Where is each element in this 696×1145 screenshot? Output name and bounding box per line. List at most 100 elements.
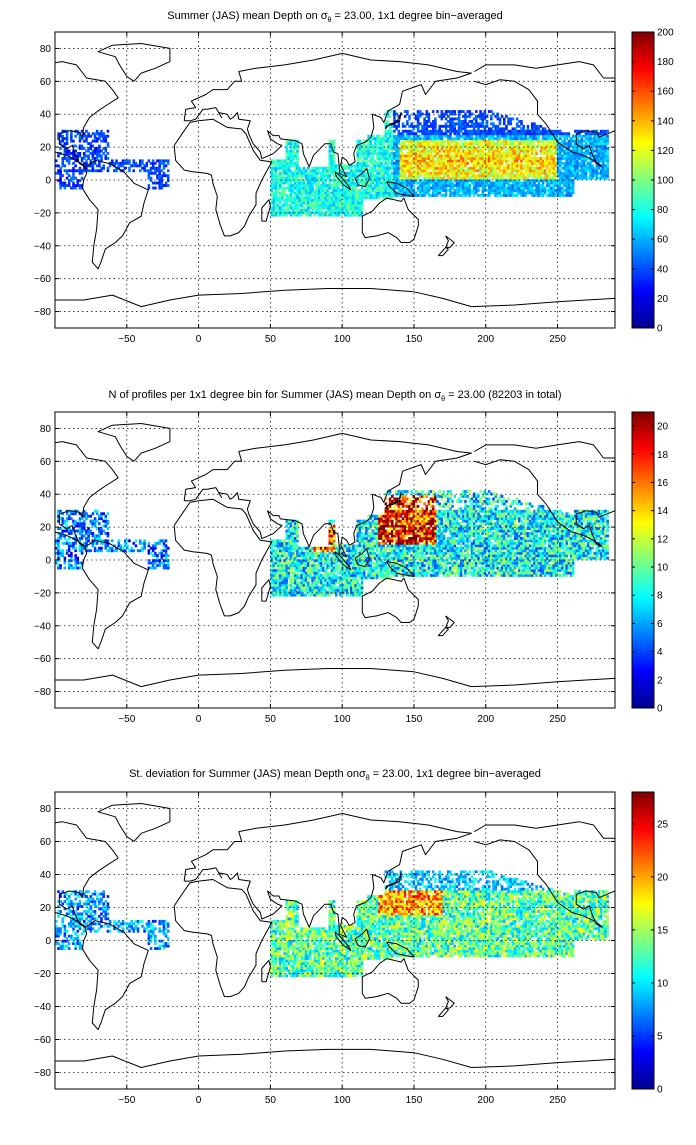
data-cell (531, 125, 534, 128)
data-cell (288, 549, 291, 552)
data-cell (417, 120, 420, 123)
data-cell (447, 189, 450, 192)
data-cell (456, 118, 459, 121)
data-cell (277, 594, 280, 597)
data-cell (531, 135, 534, 138)
data-cell (585, 164, 588, 167)
data-cell (62, 549, 65, 552)
data-cell (460, 110, 463, 113)
data-cell (585, 150, 588, 153)
data-cell (408, 140, 411, 143)
data-cell (408, 164, 411, 167)
data-cell (167, 162, 170, 165)
data-cell (361, 169, 364, 172)
data-cell (464, 194, 467, 197)
data-cell (357, 162, 360, 165)
data-cell (606, 147, 609, 150)
data-cell (525, 130, 528, 133)
data-cell (118, 542, 121, 545)
data-cell (576, 147, 579, 150)
data-cell (428, 164, 431, 167)
data-cell (501, 184, 504, 187)
data-cell (458, 113, 461, 116)
data-cell (100, 547, 103, 550)
data-cell (148, 542, 151, 545)
data-cell (451, 164, 454, 167)
data-cell (307, 201, 310, 204)
data-cell (273, 159, 276, 162)
data-cell (273, 586, 276, 589)
data-cell (102, 512, 105, 515)
data-cell (492, 157, 495, 160)
data-cell (94, 517, 97, 520)
data-cell (395, 172, 398, 175)
data-cell (363, 157, 366, 160)
data-cell (568, 140, 571, 143)
data-cell (277, 196, 280, 199)
data-cell (96, 169, 99, 172)
data-cell (92, 532, 95, 535)
data-cell (128, 167, 131, 170)
data-cell (348, 192, 351, 195)
data-cell (529, 179, 532, 182)
data-cell (488, 147, 491, 150)
data-cell (542, 194, 545, 197)
data-cell (507, 155, 510, 158)
data-cell (305, 179, 308, 182)
data-cell (464, 172, 467, 175)
data-cell (273, 167, 276, 170)
data-cell (333, 192, 336, 195)
data-cell (344, 164, 347, 167)
data-cell (298, 167, 301, 170)
data-cell (585, 177, 588, 180)
data-cell (380, 150, 383, 153)
data-cell (548, 150, 551, 153)
data-cell (357, 199, 360, 202)
data-cell (148, 549, 151, 552)
data-cell (329, 169, 332, 172)
data-cell (128, 169, 131, 172)
data-cell (107, 152, 110, 155)
data-cell (469, 120, 472, 123)
data-cell (529, 150, 532, 153)
data-cell (553, 172, 556, 175)
data-cell (324, 201, 327, 204)
data-cell (307, 194, 310, 197)
data-cell (596, 172, 599, 175)
data-cell (85, 140, 88, 143)
data-cell (288, 584, 291, 587)
data-cell (398, 130, 401, 133)
data-cell (544, 135, 547, 138)
data-cell (68, 542, 71, 545)
data-cell (507, 142, 510, 145)
data-cell (156, 169, 159, 172)
data-cell (74, 187, 77, 190)
data-cell (583, 162, 586, 165)
data-cell (568, 192, 571, 195)
data-cell (152, 554, 155, 557)
data-cell (279, 199, 282, 202)
data-cell (165, 567, 168, 570)
data-cell (357, 157, 360, 160)
data-cell (473, 172, 476, 175)
data-cell (529, 184, 532, 187)
data-cell (404, 155, 407, 158)
data-cell (57, 542, 60, 545)
coastline (98, 44, 170, 82)
data-cell (305, 169, 308, 172)
data-cell (380, 137, 383, 140)
coastline (55, 289, 615, 329)
data-cell (488, 177, 491, 180)
data-cell (423, 162, 426, 165)
data-cell (380, 187, 383, 190)
data-cell (449, 132, 452, 135)
data-cell (531, 140, 534, 143)
data-cell (576, 155, 579, 158)
data-cell (156, 174, 159, 177)
data-cell (469, 172, 472, 175)
data-cell (436, 187, 439, 190)
data-cell (288, 194, 291, 197)
data-field (55, 110, 609, 216)
data-cell (432, 132, 435, 135)
data-cell (486, 120, 489, 123)
